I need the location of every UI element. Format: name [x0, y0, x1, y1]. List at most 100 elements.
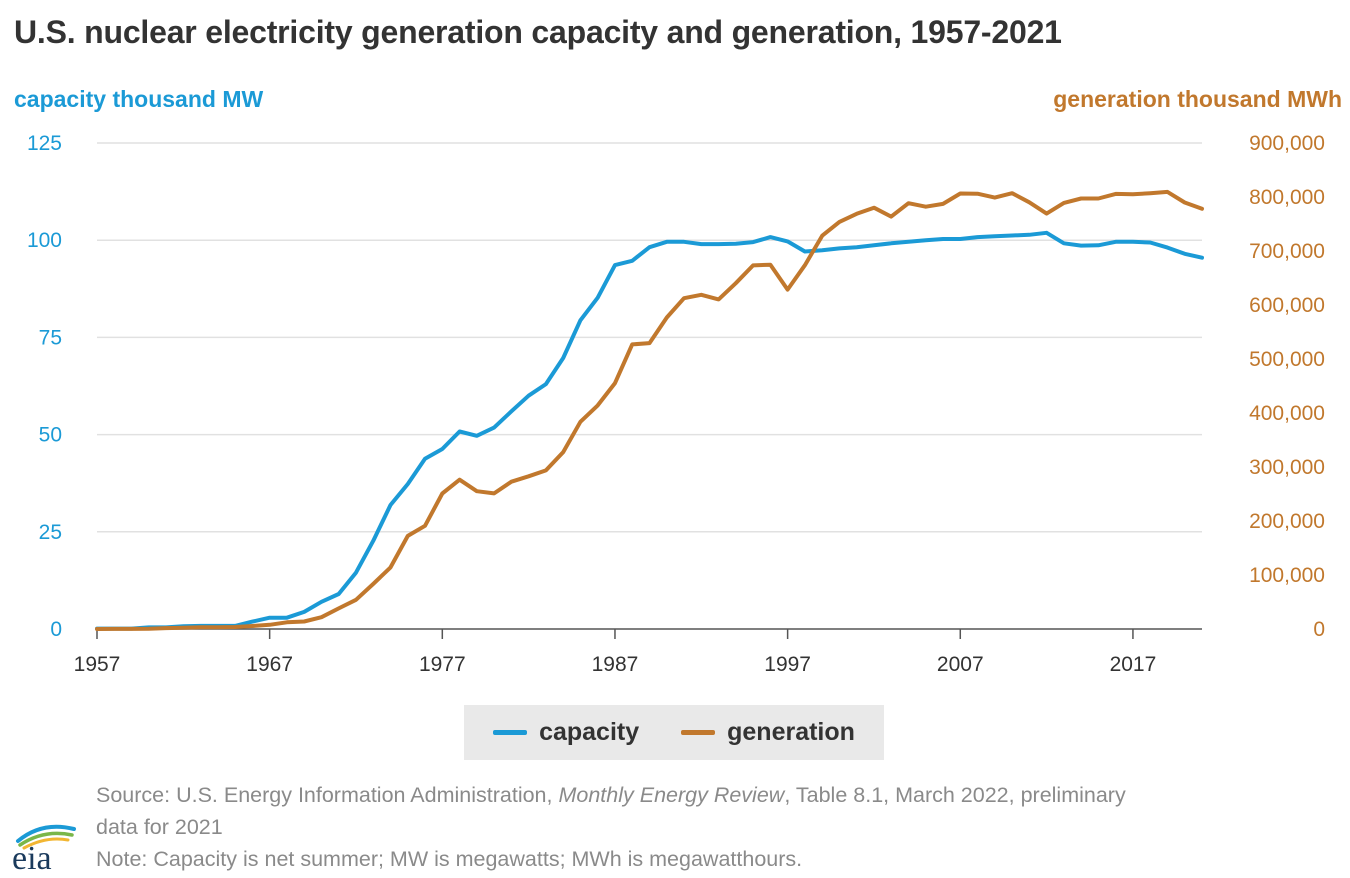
data-point-generation — [1200, 207, 1204, 211]
left-tick-label: 125 — [27, 132, 62, 155]
data-point-capacity — [371, 539, 375, 543]
series-line-capacity — [95, 230, 1204, 631]
data-point-capacity — [440, 447, 444, 451]
data-point-generation — [889, 215, 893, 219]
data-point-capacity — [786, 239, 790, 243]
data-point-generation — [1131, 192, 1135, 196]
data-point-generation — [751, 263, 755, 267]
legend-item-capacity[interactable]: capacity — [493, 718, 639, 747]
source-publication: Monthly Energy Review — [558, 783, 785, 807]
left-tick-label: 0 — [50, 618, 62, 641]
data-point-generation — [268, 623, 272, 627]
data-point-capacity — [906, 240, 910, 244]
right-tick-label: 600,000 — [1249, 294, 1325, 317]
data-point-generation — [872, 206, 876, 210]
data-point-generation — [596, 403, 600, 407]
data-point-generation — [648, 341, 652, 345]
data-point-capacity — [613, 263, 617, 267]
data-point-capacity — [803, 249, 807, 253]
data-point-generation — [768, 263, 772, 267]
data-point-capacity — [1027, 233, 1031, 237]
data-point-generation — [389, 565, 393, 569]
source-prefix: Source: U.S. Energy Information Administ… — [96, 783, 559, 807]
data-point-generation — [786, 288, 790, 292]
right-tick-label: 0 — [1313, 618, 1325, 641]
x-tick-label: 2017 — [1110, 653, 1157, 676]
data-point-capacity — [751, 240, 755, 244]
data-point-generation — [233, 625, 237, 629]
data-point-generation — [699, 293, 703, 297]
source-suffix: , Table 8.1, March 2022, preliminary — [784, 783, 1126, 807]
x-tick-label: 1987 — [592, 653, 639, 676]
legend-swatch-generation — [681, 730, 716, 735]
data-point-capacity — [544, 382, 548, 386]
data-point-generation — [837, 220, 841, 224]
data-point-generation — [1148, 191, 1152, 195]
left-tick-label: 25 — [39, 521, 62, 544]
data-point-capacity — [561, 356, 565, 360]
data-point-capacity — [976, 235, 980, 239]
data-point-capacity — [872, 243, 876, 247]
data-point-capacity — [993, 234, 997, 238]
legend-label-capacity: capacity — [539, 718, 640, 746]
data-point-generation — [423, 524, 427, 528]
data-point-generation — [1165, 190, 1169, 194]
data-point-capacity — [492, 426, 496, 430]
data-point-generation — [665, 315, 669, 319]
data-point-capacity — [1148, 241, 1152, 245]
left-tick-label: 100 — [27, 229, 62, 252]
data-point-capacity — [1200, 256, 1204, 260]
left-tick-label: 50 — [39, 424, 62, 447]
right-tick-label: 300,000 — [1249, 456, 1325, 479]
data-point-generation — [527, 474, 531, 478]
right-tick-label: 700,000 — [1249, 240, 1325, 263]
data-point-generation — [682, 296, 686, 300]
eia-logo: eia — [12, 824, 76, 873]
data-point-generation — [855, 212, 859, 216]
data-point-generation — [1027, 200, 1031, 204]
data-point-generation — [820, 234, 824, 238]
data-point-generation — [112, 627, 116, 631]
series-line-generation — [95, 189, 1204, 631]
data-point-capacity — [354, 571, 358, 575]
data-point-capacity — [665, 240, 669, 244]
data-point-capacity — [268, 616, 272, 620]
data-point-generation — [475, 489, 479, 493]
data-point-capacity — [1096, 243, 1100, 247]
data-point-generation — [976, 192, 980, 196]
data-point-capacity — [337, 592, 341, 596]
data-point-capacity — [389, 503, 393, 507]
data-point-generation — [544, 468, 548, 472]
data-point-generation — [199, 625, 203, 629]
right-tick-label: 100,000 — [1249, 564, 1325, 587]
data-point-generation — [1045, 212, 1049, 216]
data-point-generation — [147, 627, 151, 631]
data-point-generation — [181, 626, 185, 630]
data-point-capacity — [1010, 234, 1014, 238]
x-tick-label: 2007 — [937, 653, 984, 676]
data-point-capacity — [855, 245, 859, 249]
data-point-capacity — [820, 248, 824, 252]
source-line-2: data for 2021 — [96, 815, 223, 839]
data-point-generation — [734, 281, 738, 285]
data-point-capacity — [1062, 241, 1066, 245]
data-point-capacity — [717, 242, 721, 246]
data-point-generation — [406, 534, 410, 538]
legend-item-generation[interactable]: generation — [681, 718, 855, 747]
line-chart: 0 25 50 75 100 125 0 100,000 200,000 300,000 400,0… — [27, 132, 1325, 676]
data-point-capacity — [319, 600, 323, 604]
data-point-generation — [993, 196, 997, 200]
data-point-capacity — [924, 238, 928, 242]
data-point-generation — [924, 205, 928, 209]
legend: capacity generation — [464, 705, 884, 760]
data-point-generation — [285, 620, 289, 624]
x-tick-label: 1977 — [419, 653, 466, 676]
data-point-generation — [803, 263, 807, 267]
data-point-generation — [1010, 191, 1014, 195]
source-line: Source: U.S. Energy Information Administ… — [96, 783, 1126, 808]
data-point-capacity — [475, 434, 479, 438]
data-point-capacity — [889, 241, 893, 245]
data-point-generation — [1114, 192, 1118, 196]
x-tick-label: 1967 — [246, 653, 293, 676]
data-point-capacity — [648, 245, 652, 249]
